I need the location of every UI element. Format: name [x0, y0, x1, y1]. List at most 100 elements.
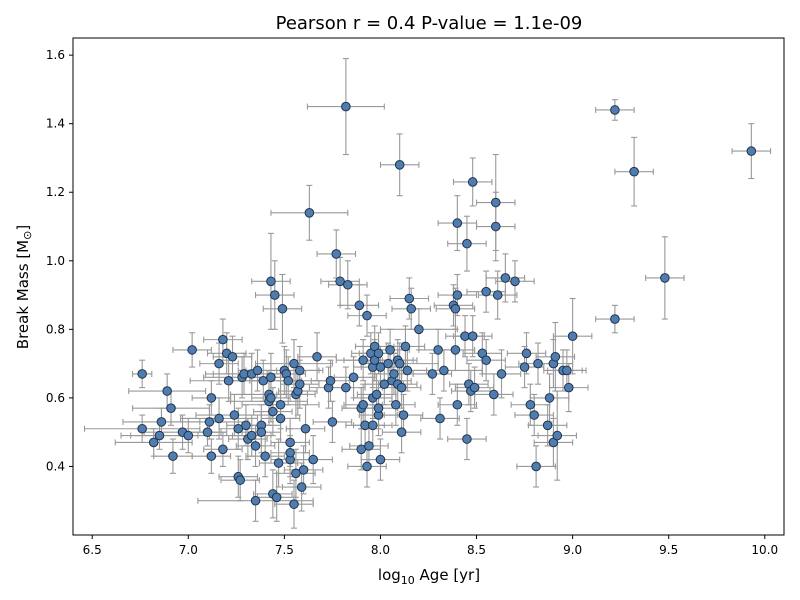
data-point — [202, 427, 213, 437]
data-point — [275, 413, 286, 424]
data-point — [294, 365, 305, 376]
data-point — [214, 413, 224, 424]
data-point — [367, 420, 378, 431]
data-point — [394, 358, 405, 369]
data-point — [291, 468, 301, 479]
data-point — [400, 341, 411, 352]
data-point — [268, 406, 278, 417]
data-point — [289, 358, 299, 369]
data-point — [396, 427, 407, 437]
data-point — [427, 369, 438, 379]
data-point — [229, 410, 240, 420]
data-point — [452, 399, 463, 410]
data-point — [341, 382, 351, 393]
errorbar — [595, 99, 635, 121]
data-point — [481, 355, 491, 365]
data-point — [137, 423, 147, 434]
data-point — [373, 348, 384, 359]
data-point — [168, 451, 178, 461]
data-point — [544, 393, 555, 403]
data-point — [402, 365, 413, 376]
data-point — [327, 417, 338, 427]
x-tick-label: 10.0 — [751, 543, 778, 557]
data-point — [325, 375, 336, 386]
data-point — [469, 382, 480, 393]
data-point — [214, 358, 224, 369]
plot-area — [83, 58, 772, 529]
data-point — [148, 437, 159, 448]
data-point — [452, 290, 463, 300]
data-point — [489, 389, 499, 400]
data-point — [277, 303, 288, 314]
data-point — [358, 355, 368, 365]
y-axis-ticks: 0.4 0.6 0.8 1.0 1.2 1.4 1.6 — [46, 48, 73, 473]
data-point — [285, 437, 295, 448]
data-point — [379, 379, 390, 389]
data-point — [383, 358, 393, 369]
data-point — [266, 372, 276, 383]
data-point — [354, 300, 365, 311]
data-point — [398, 410, 409, 420]
data-point — [250, 495, 261, 506]
data-point — [467, 177, 478, 187]
data-point — [406, 303, 417, 314]
data-point — [246, 430, 257, 441]
data-point — [519, 362, 530, 372]
data-point — [364, 441, 374, 451]
data-point — [414, 324, 424, 335]
y-tick-label: 0.6 — [46, 391, 65, 405]
data-point — [362, 310, 372, 321]
x-tick-label: 7.0 — [179, 543, 198, 557]
data-point — [348, 372, 359, 383]
data-point — [206, 393, 217, 403]
data-point — [266, 393, 276, 403]
chart-title: Pearson r = 0.4 P-value = 1.1e-09 — [276, 13, 583, 34]
data-point — [266, 276, 276, 287]
data-point — [550, 351, 561, 362]
x-tick-label: 9.0 — [563, 543, 582, 557]
data-point — [404, 293, 415, 304]
data-point — [521, 348, 532, 359]
data-point — [335, 276, 345, 287]
y-tick-label: 1.2 — [46, 185, 65, 199]
data-point — [391, 399, 401, 410]
data-point — [629, 166, 639, 177]
data-point — [563, 382, 574, 393]
data-point — [462, 238, 472, 249]
data-point — [375, 454, 386, 465]
data-point — [358, 399, 368, 410]
y-tick-label: 1.6 — [46, 48, 65, 62]
x-tick-label: 8.0 — [371, 543, 390, 557]
data-point — [183, 430, 194, 441]
data-point — [137, 369, 147, 379]
data-point — [373, 403, 384, 413]
data-point — [308, 454, 319, 465]
data-point — [660, 273, 670, 283]
data-point — [298, 465, 309, 475]
data-point — [396, 382, 407, 393]
data-point — [610, 105, 620, 115]
data-point — [389, 369, 399, 379]
data-point — [552, 430, 563, 441]
data-point — [304, 208, 315, 218]
x-tick-label: 9.5 — [659, 543, 678, 557]
data-point — [275, 399, 286, 410]
data-point — [341, 101, 351, 112]
data-point — [375, 362, 386, 372]
data-point — [496, 369, 507, 379]
data-point — [356, 444, 367, 455]
data-point — [342, 279, 353, 290]
data-point — [162, 386, 172, 396]
data-point — [269, 290, 280, 300]
data-point — [542, 420, 553, 431]
data-point — [312, 351, 322, 362]
plot-frame — [72, 37, 785, 536]
data-point — [510, 276, 520, 287]
data-point — [533, 358, 543, 369]
data-point — [394, 160, 405, 170]
data-point — [300, 423, 311, 434]
data-point — [435, 413, 445, 424]
data-point — [362, 461, 372, 472]
